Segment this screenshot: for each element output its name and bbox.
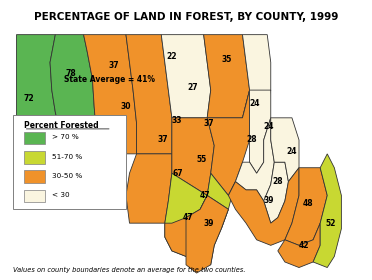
Polygon shape bbox=[16, 35, 61, 154]
Bar bbox=[23, 132, 45, 144]
Text: 24: 24 bbox=[264, 122, 274, 131]
Text: 33: 33 bbox=[172, 116, 182, 125]
Text: 37: 37 bbox=[158, 136, 169, 144]
Polygon shape bbox=[243, 35, 271, 118]
Polygon shape bbox=[250, 90, 271, 173]
Text: PERCENTAGE OF LAND IN FOREST, BY COUNTY, 1999: PERCENTAGE OF LAND IN FOREST, BY COUNTY,… bbox=[34, 13, 338, 22]
Polygon shape bbox=[207, 90, 250, 195]
Text: 39: 39 bbox=[264, 197, 274, 206]
Text: State Average = 41%: State Average = 41% bbox=[64, 74, 155, 83]
Polygon shape bbox=[161, 35, 211, 118]
Text: 51-70 %: 51-70 % bbox=[52, 154, 82, 160]
Text: 27: 27 bbox=[188, 83, 198, 92]
Text: Values on county boundaries denote an average for the two counties.: Values on county boundaries denote an av… bbox=[13, 267, 246, 273]
Text: 78: 78 bbox=[66, 69, 77, 78]
Text: 72: 72 bbox=[23, 94, 34, 103]
Polygon shape bbox=[172, 118, 214, 195]
Text: 30: 30 bbox=[121, 102, 131, 111]
Text: 35: 35 bbox=[221, 55, 232, 64]
Polygon shape bbox=[235, 118, 274, 201]
Text: 30-50 %: 30-50 % bbox=[52, 173, 82, 179]
Text: Percent Forested: Percent Forested bbox=[23, 121, 98, 130]
Polygon shape bbox=[84, 35, 137, 154]
Text: 52: 52 bbox=[326, 219, 336, 228]
Polygon shape bbox=[285, 168, 327, 245]
Text: 48: 48 bbox=[302, 199, 313, 208]
Text: < 30: < 30 bbox=[52, 192, 70, 199]
Text: 28: 28 bbox=[246, 136, 257, 144]
Bar bbox=[23, 171, 45, 183]
Polygon shape bbox=[203, 35, 250, 118]
Text: 24: 24 bbox=[287, 147, 297, 156]
Polygon shape bbox=[193, 195, 228, 265]
Polygon shape bbox=[200, 173, 235, 245]
Polygon shape bbox=[228, 168, 299, 245]
Polygon shape bbox=[186, 195, 228, 273]
Polygon shape bbox=[165, 209, 203, 256]
Text: 39: 39 bbox=[204, 219, 214, 228]
Text: 22: 22 bbox=[167, 52, 177, 61]
Text: 28: 28 bbox=[273, 177, 283, 186]
Text: 47: 47 bbox=[200, 191, 211, 200]
Polygon shape bbox=[126, 154, 172, 223]
FancyBboxPatch shape bbox=[13, 115, 126, 209]
Polygon shape bbox=[126, 35, 172, 154]
Text: 55: 55 bbox=[197, 155, 207, 164]
Polygon shape bbox=[165, 173, 207, 256]
Text: 37: 37 bbox=[108, 61, 119, 70]
Polygon shape bbox=[313, 154, 341, 267]
Text: 37: 37 bbox=[203, 119, 214, 128]
Polygon shape bbox=[50, 35, 96, 154]
Text: > 70 %: > 70 % bbox=[52, 134, 78, 140]
Text: 24: 24 bbox=[250, 99, 260, 108]
Text: 47: 47 bbox=[182, 213, 193, 222]
Polygon shape bbox=[264, 162, 288, 223]
Text: 67: 67 bbox=[173, 169, 183, 178]
Polygon shape bbox=[271, 118, 299, 182]
Text: 42: 42 bbox=[299, 241, 310, 250]
Bar bbox=[23, 151, 45, 164]
Polygon shape bbox=[278, 223, 320, 267]
Bar bbox=[23, 190, 45, 202]
